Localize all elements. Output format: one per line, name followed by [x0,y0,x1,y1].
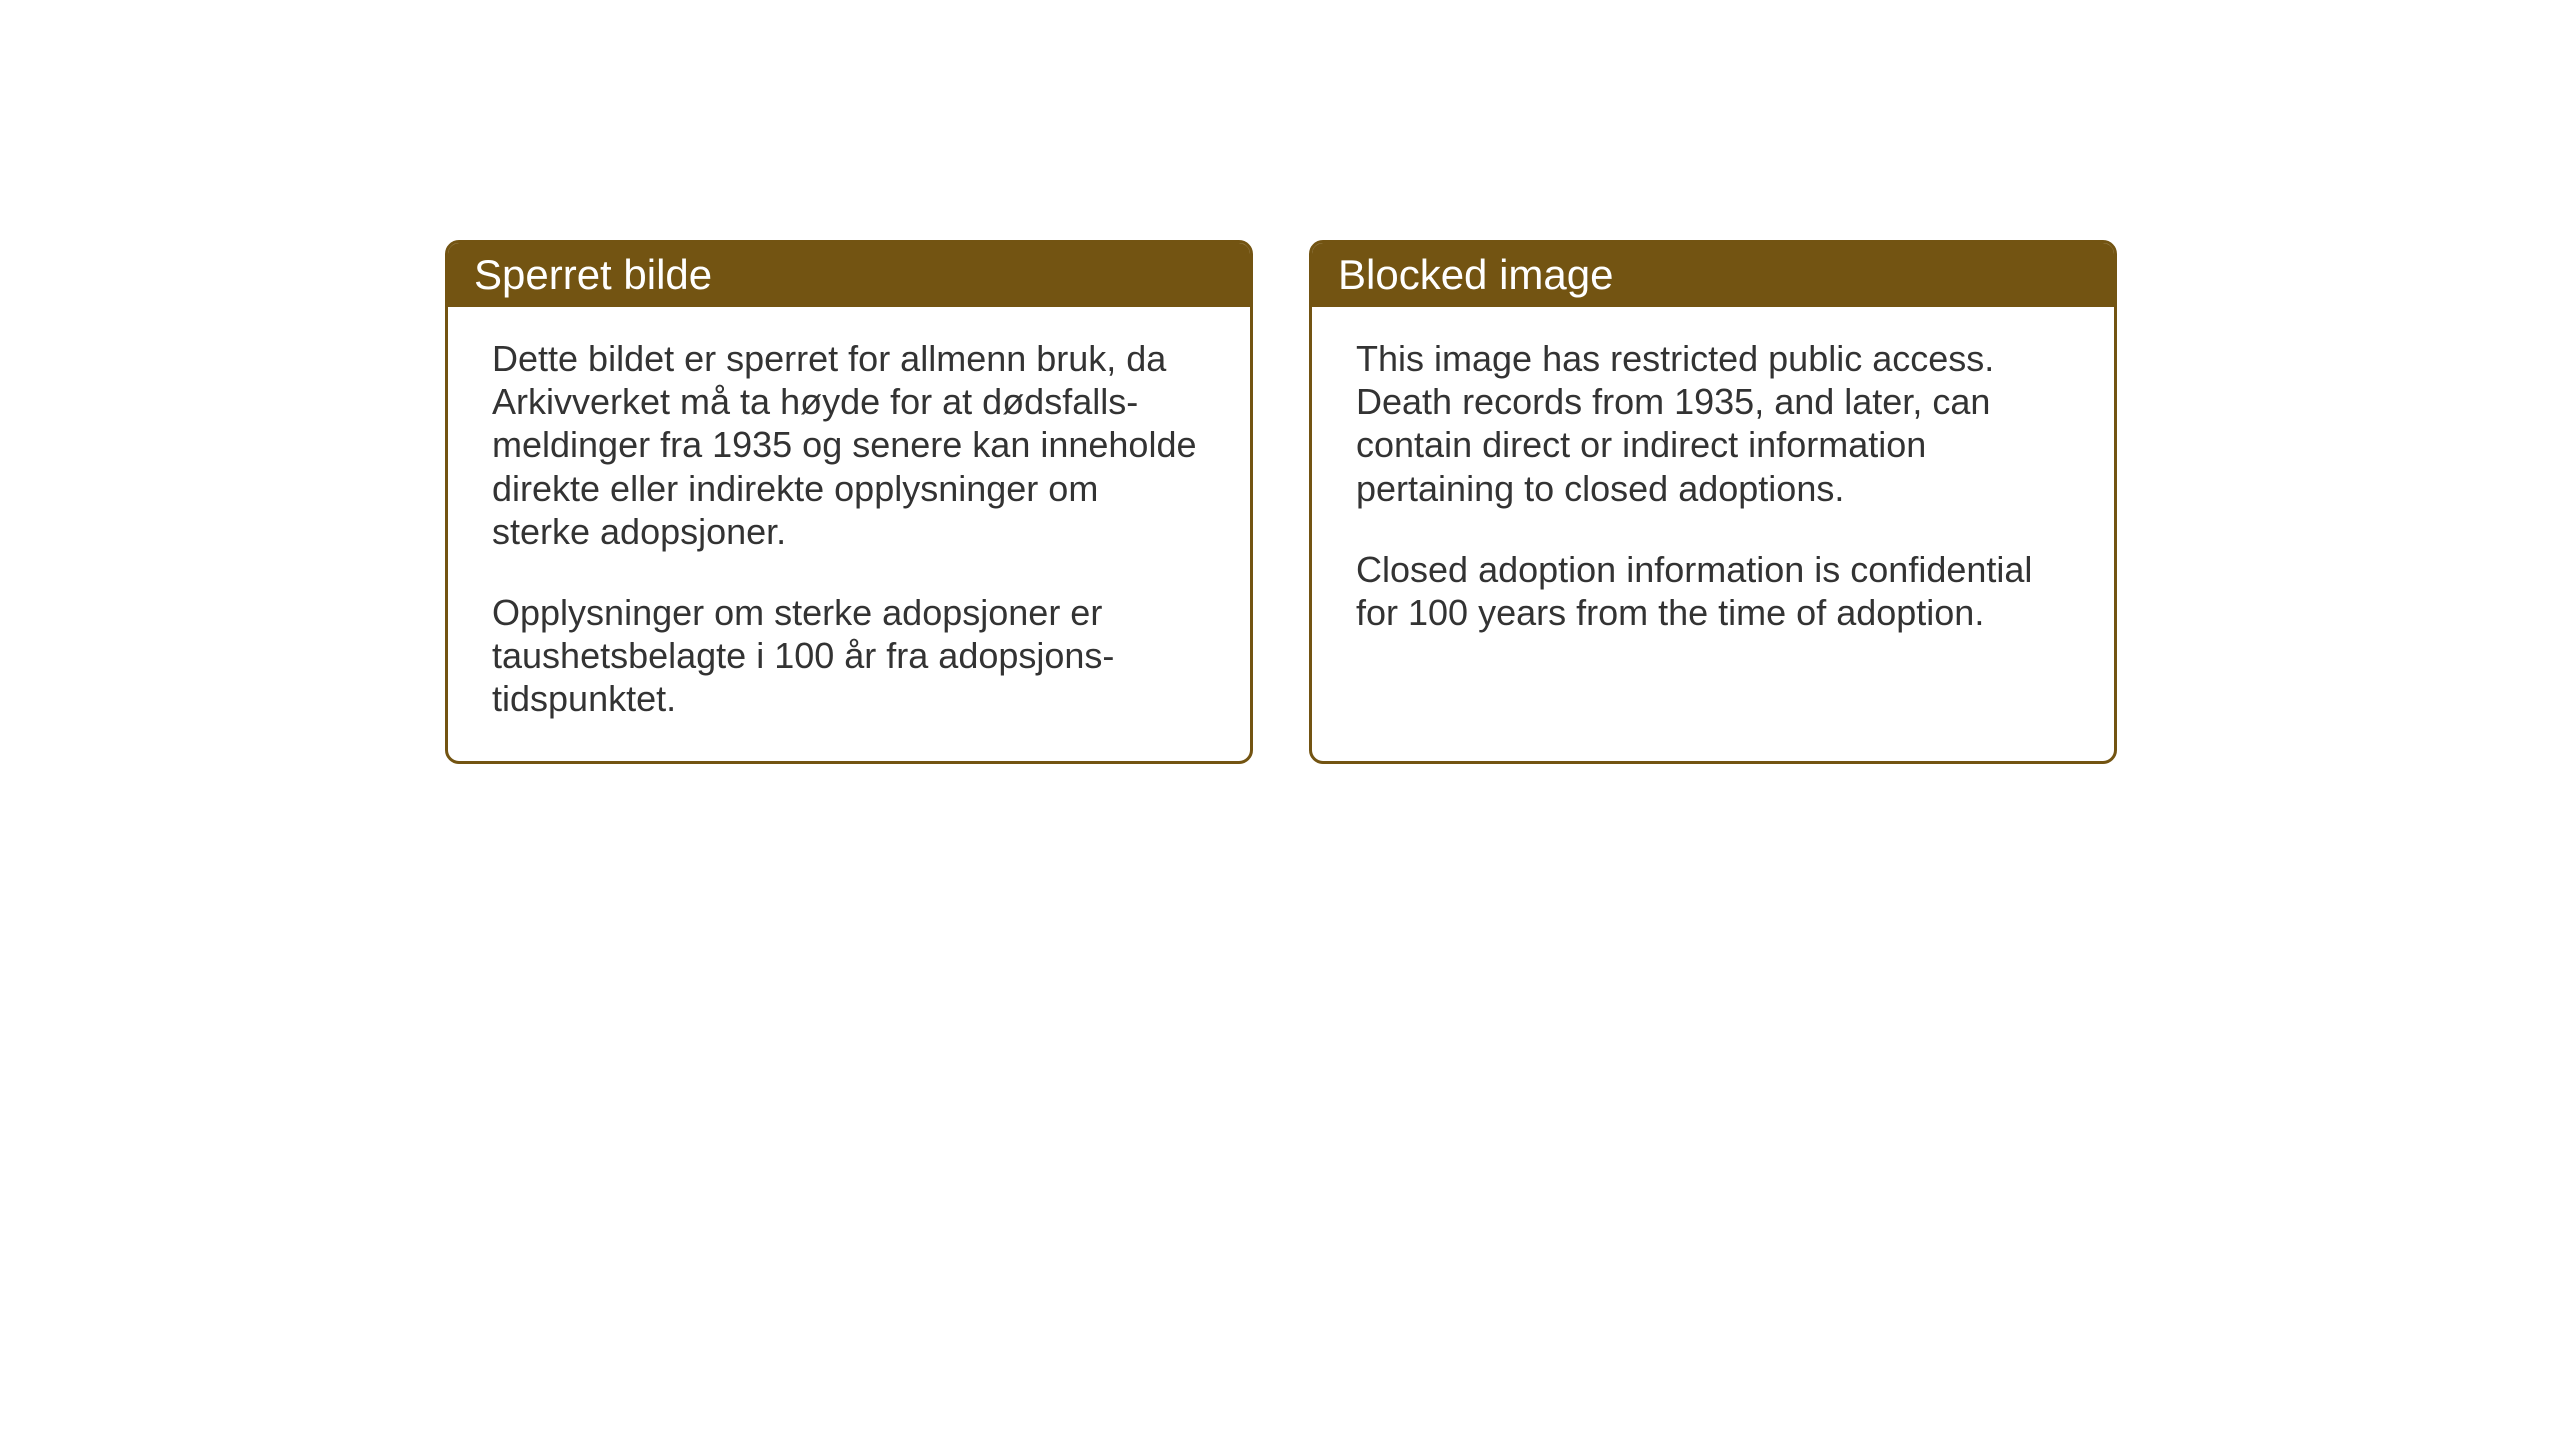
card-title-english: Blocked image [1312,243,2114,307]
notice-paragraph: Dette bildet er sperret for allmenn bruk… [492,337,1206,553]
card-body-norwegian: Dette bildet er sperret for allmenn bruk… [448,307,1250,761]
notice-paragraph: Closed adoption information is confident… [1356,548,2070,634]
notice-card-english: Blocked image This image has restricted … [1309,240,2117,764]
notice-paragraph: This image has restricted public access.… [1356,337,2070,510]
card-body-english: This image has restricted public access.… [1312,307,2114,674]
notice-container: Sperret bilde Dette bildet er sperret fo… [445,240,2117,764]
card-title-norwegian: Sperret bilde [448,243,1250,307]
notice-paragraph: Opplysninger om sterke adopsjoner er tau… [492,591,1206,721]
notice-card-norwegian: Sperret bilde Dette bildet er sperret fo… [445,240,1253,764]
